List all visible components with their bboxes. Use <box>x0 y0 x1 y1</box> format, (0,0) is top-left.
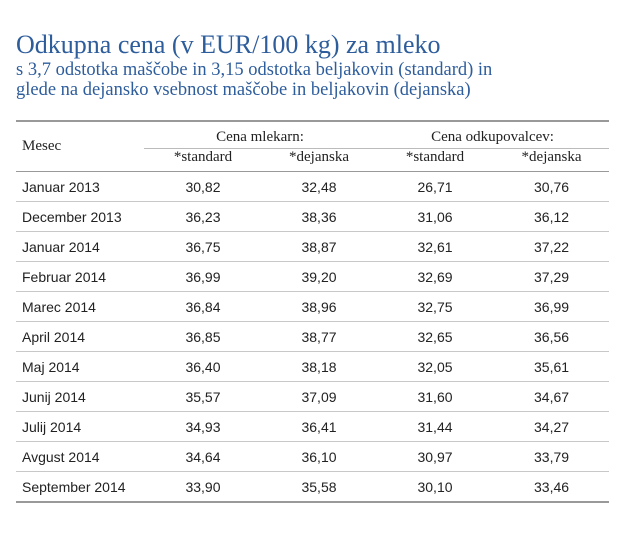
dairy-actual-cell: 35,58 <box>262 471 377 503</box>
dairy-standard-cell: 36,75 <box>144 231 262 262</box>
month-cell: April 2014 <box>16 321 144 352</box>
buyer-standard-header: *standard <box>376 148 495 172</box>
dairy-standard-cell: 35,57 <box>144 381 262 412</box>
dairy-price-group-label: Cena mlekarn: <box>216 129 304 145</box>
buyer-actual-cell: 34,27 <box>494 411 610 442</box>
month-cell: September 2014 <box>16 471 144 503</box>
buyer-standard-cell: 30,10 <box>376 471 495 503</box>
buyer-standard-cell: 31,44 <box>376 411 495 442</box>
dairy-price-group-header: Cena mlekarn: <box>144 120 377 149</box>
table-row: Maj 2014 36,40 38,18 32,05 35,61 <box>16 351 610 382</box>
dairy-standard-header: *standard <box>144 148 262 172</box>
month-cell: Julij 2014 <box>16 411 144 442</box>
dairy-actual-cell: 32,48 <box>262 171 377 202</box>
buyer-actual-cell: 35,61 <box>494 351 610 382</box>
subtitle-line-1: s 3,7 odstotka maščobe in 3,15 odstotka … <box>16 60 493 80</box>
month-cell: Maj 2014 <box>16 351 144 382</box>
table-row: December 2013 36,23 38,36 31,06 36,12 <box>16 201 610 232</box>
price-table: Mesec Cena mlekarn: Cena odkupovalcev: *… <box>16 120 610 503</box>
dairy-standard-cell: 36,84 <box>144 291 262 322</box>
dairy-actual-cell: 38,36 <box>262 201 377 232</box>
dairy-standard-cell: 30,82 <box>144 171 262 202</box>
header: Odkupna cena (v EUR/100 kg) za mleko s 3… <box>16 30 616 100</box>
table-row: Marec 2014 36,84 38,96 32,75 36,99 <box>16 291 610 322</box>
buyer-actual-cell: 36,12 <box>494 201 610 232</box>
page-title: Odkupna cena (v EUR/100 kg) za mleko <box>16 30 441 59</box>
dairy-actual-cell: 38,96 <box>262 291 377 322</box>
month-cell: December 2013 <box>16 201 144 232</box>
buyer-standard-cell: 32,69 <box>376 261 495 292</box>
dairy-actual-header: *dejanska <box>262 148 377 172</box>
dairy-standard-cell: 34,64 <box>144 441 262 472</box>
month-column-header: Mesec <box>16 120 144 172</box>
buyer-price-group-header: Cena odkupovalcev: <box>376 120 610 149</box>
dairy-actual-cell: 38,77 <box>262 321 377 352</box>
buyer-standard-cell: 32,65 <box>376 321 495 352</box>
buyer-standard-cell: 32,75 <box>376 291 495 322</box>
dairy-actual-cell: 39,20 <box>262 261 377 292</box>
dairy-standard-cell: 36,99 <box>144 261 262 292</box>
month-cell: Februar 2014 <box>16 261 144 292</box>
dairy-actual-cell: 38,87 <box>262 231 377 262</box>
buyer-actual-cell: 36,99 <box>494 291 610 322</box>
dairy-actual-cell: 38,18 <box>262 351 377 382</box>
buyer-standard-cell: 26,71 <box>376 171 495 202</box>
buyer-actual-cell: 37,29 <box>494 261 610 292</box>
dairy-standard-cell: 36,23 <box>144 201 262 232</box>
table-row: September 2014 33,90 35,58 30,10 33,46 <box>16 471 610 503</box>
buyer-standard-cell: 31,60 <box>376 381 495 412</box>
buyer-standard-cell: 31,06 <box>376 201 495 232</box>
buyer-actual-cell: 33,79 <box>494 441 610 472</box>
buyer-actual-cell: 37,22 <box>494 231 610 262</box>
dairy-standard-cell: 36,85 <box>144 321 262 352</box>
month-cell: Junij 2014 <box>16 381 144 412</box>
table-row: Januar 2013 30,82 32,48 26,71 30,76 <box>16 171 610 202</box>
table-row: Februar 2014 36,99 39,20 32,69 37,29 <box>16 261 610 292</box>
buyer-actual-header: *dejanska <box>494 148 610 172</box>
month-cell: Januar 2014 <box>16 231 144 262</box>
dairy-actual-cell: 36,10 <box>262 441 377 472</box>
table-row: Junij 2014 35,57 37,09 31,60 34,67 <box>16 381 610 412</box>
dairy-standard-cell: 33,90 <box>144 471 262 503</box>
dairy-actual-cell: 37,09 <box>262 381 377 412</box>
table-row: Julij 2014 34,93 36,41 31,44 34,27 <box>16 411 610 442</box>
buyer-standard-cell: 32,61 <box>376 231 495 262</box>
buyer-actual-cell: 30,76 <box>494 171 610 202</box>
buyer-price-group-label: Cena odkupovalcev: <box>431 129 554 145</box>
dairy-standard-cell: 36,40 <box>144 351 262 382</box>
buyer-standard-cell: 32,05 <box>376 351 495 382</box>
table-row: Januar 2014 36,75 38,87 32,61 37,22 <box>16 231 610 262</box>
table-row: Avgust 2014 34,64 36,10 30,97 33,79 <box>16 441 610 472</box>
table-body: Januar 2013 30,82 32,48 26,71 30,76 December … <box>16 171 610 503</box>
month-cell: Marec 2014 <box>16 291 144 322</box>
dairy-actual-cell: 36,41 <box>262 411 377 442</box>
dairy-standard-cell: 34,93 <box>144 411 262 442</box>
month-cell: Januar 2013 <box>16 171 144 202</box>
buyer-actual-cell: 33,46 <box>494 471 610 503</box>
buyer-standard-cell: 30,97 <box>376 441 495 472</box>
buyer-actual-cell: 36,56 <box>494 321 610 352</box>
subtitle-line-2: glede na dejansko vsebnost maščobe in be… <box>16 80 471 100</box>
month-cell: Avgust 2014 <box>16 441 144 472</box>
buyer-actual-cell: 34,67 <box>494 381 610 412</box>
table-row: April 2014 36,85 38,77 32,65 36,56 <box>16 321 610 352</box>
